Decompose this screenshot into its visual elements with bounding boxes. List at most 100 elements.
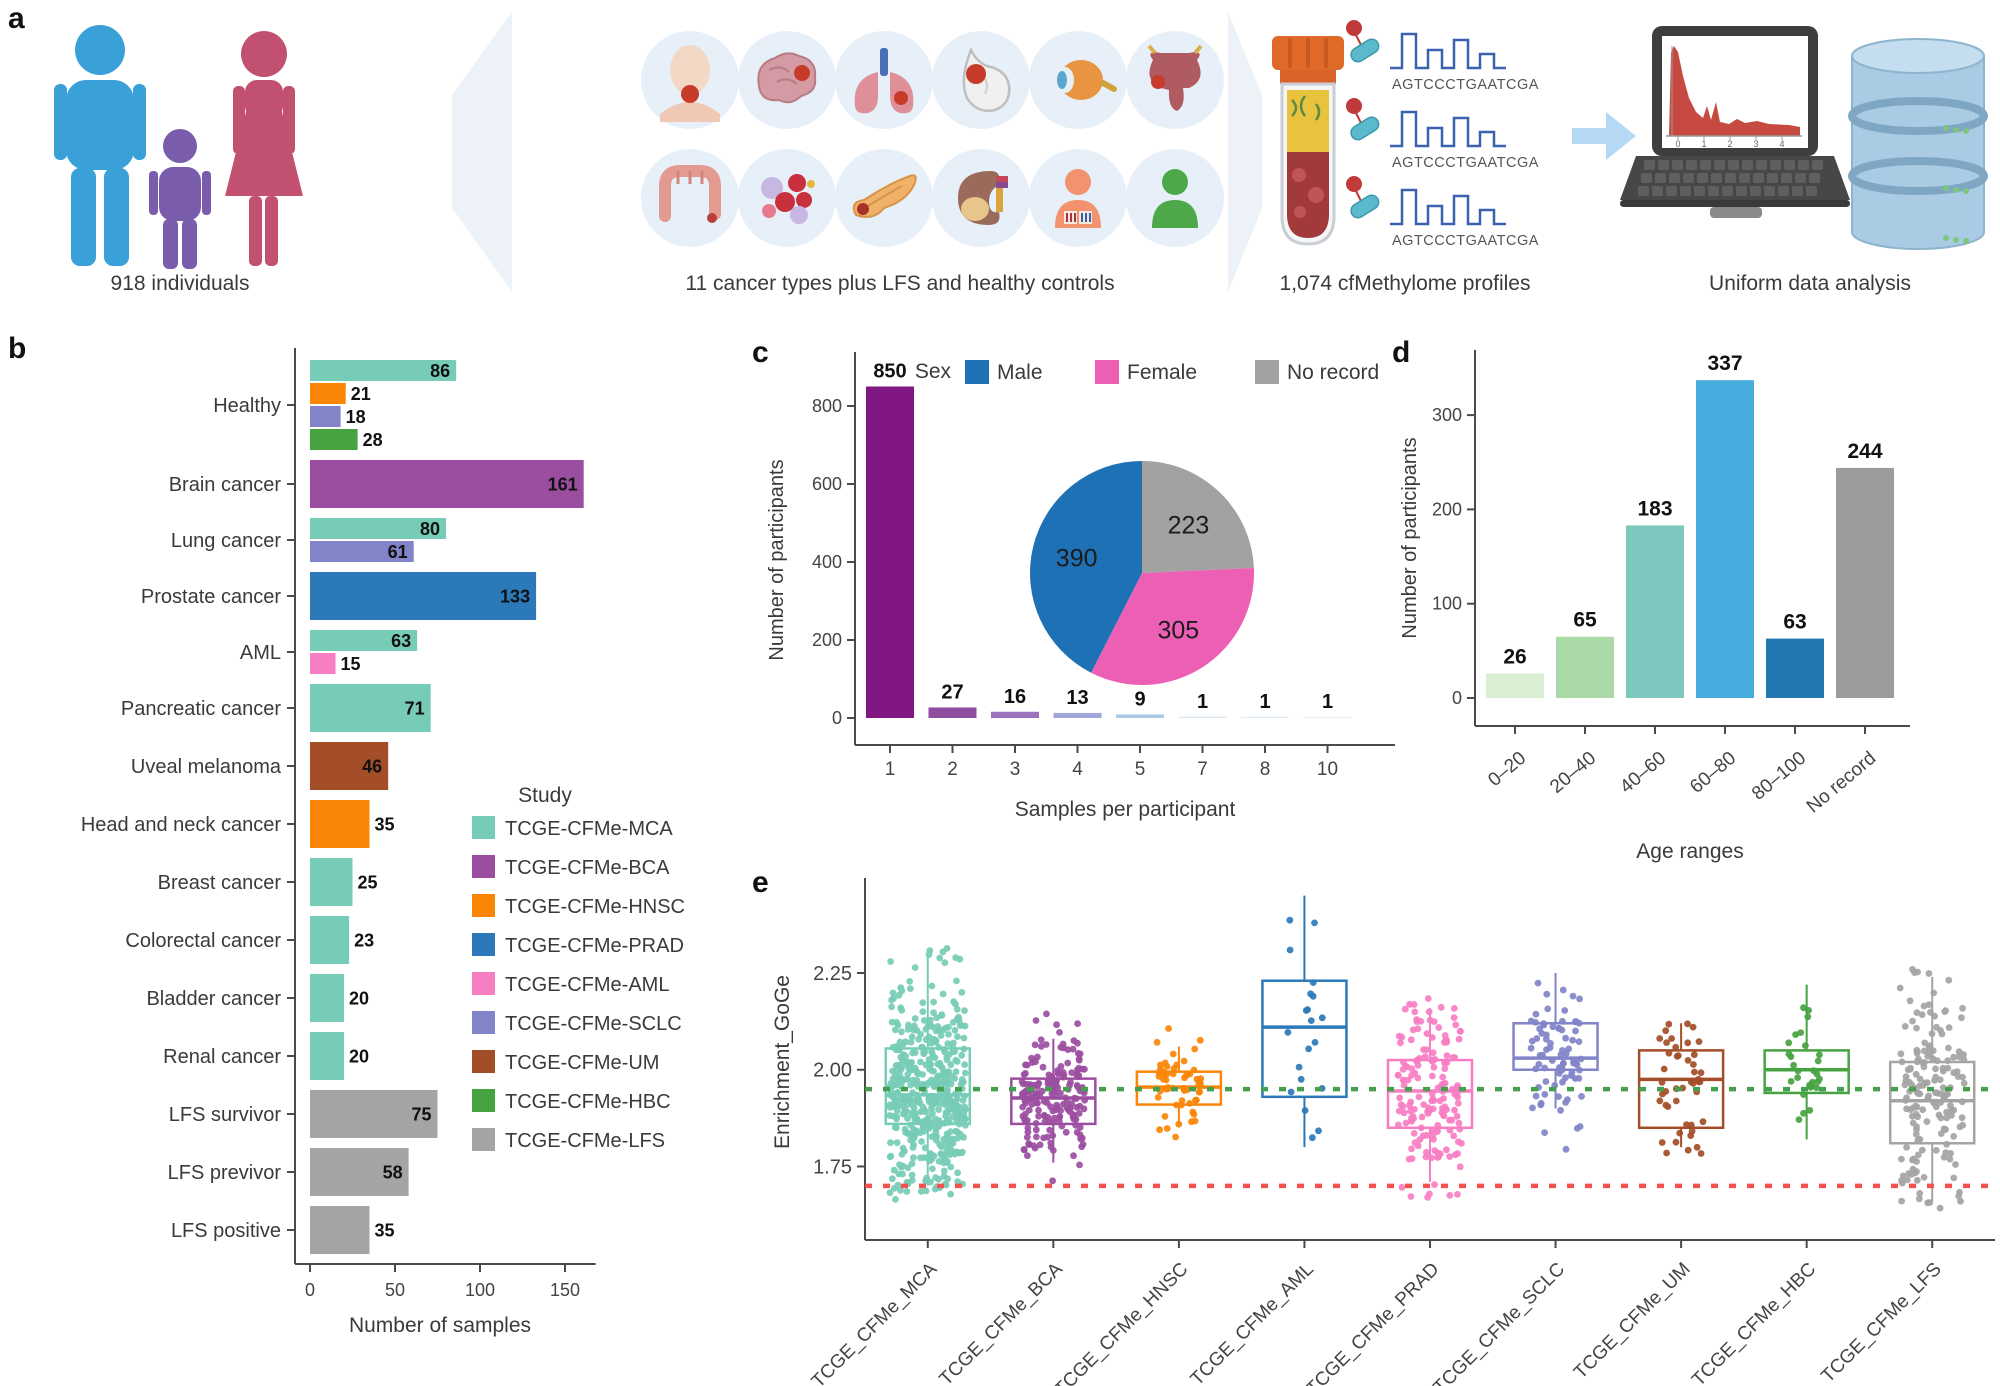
point bbox=[945, 1023, 952, 1031]
point bbox=[900, 1110, 907, 1118]
g-shape bbox=[757, 52, 817, 104]
point bbox=[1906, 1106, 1914, 1113]
brain-icon bbox=[738, 31, 836, 129]
funnel-right bbox=[1228, 12, 1262, 292]
point bbox=[1424, 1110, 1432, 1117]
point bbox=[931, 1054, 939, 1062]
point bbox=[1032, 1058, 1039, 1066]
point bbox=[887, 1152, 895, 1160]
point bbox=[1950, 1053, 1957, 1061]
g-shape bbox=[1147, 44, 1203, 111]
point bbox=[943, 1071, 950, 1079]
point bbox=[1295, 1063, 1303, 1071]
child-icon bbox=[149, 129, 211, 269]
legend-item-TCGE-CFMe-HNSC: TCGE-CFMe-HNSC bbox=[505, 896, 685, 918]
point bbox=[1075, 1064, 1083, 1072]
x-tick: TCGE_CFMe_BCA bbox=[936, 1258, 1068, 1386]
point bbox=[1438, 1080, 1446, 1088]
point bbox=[1955, 1192, 1963, 1200]
point bbox=[1423, 1131, 1431, 1139]
point bbox=[1947, 1102, 1954, 1110]
value-label: 75 bbox=[411, 1105, 431, 1125]
point bbox=[1416, 1136, 1424, 1143]
legend-item-TCGE-CFMe-BCA: TCGE-CFMe-BCA bbox=[505, 857, 670, 879]
bar-Healthy-TCGE-CFMe-HBC bbox=[310, 429, 358, 450]
rect-shape bbox=[1655, 173, 1666, 183]
point bbox=[959, 1097, 967, 1104]
point bbox=[1659, 1090, 1666, 1098]
text-shape: AGTCCCTGAATCGA bbox=[1392, 233, 1539, 249]
sex-pie-chart: 223 305 390 bbox=[1030, 461, 1254, 685]
category-label: Head and neck cancer bbox=[81, 814, 281, 836]
point bbox=[961, 1022, 969, 1030]
keyboard-keys bbox=[1638, 160, 1823, 196]
x-tick: TCGE_CFMe_UM bbox=[1570, 1259, 1695, 1384]
circle-shape bbox=[1126, 149, 1224, 247]
y-axis-title: Number of participants bbox=[1399, 437, 1421, 638]
point bbox=[1430, 1097, 1438, 1104]
point bbox=[1804, 1013, 1812, 1021]
point bbox=[1049, 1080, 1057, 1088]
point bbox=[1931, 1077, 1938, 1084]
text-shape: 5 bbox=[1135, 759, 1146, 780]
point bbox=[1948, 1112, 1955, 1119]
point bbox=[1046, 1126, 1054, 1134]
point bbox=[1691, 1068, 1698, 1076]
point bbox=[1070, 1152, 1077, 1160]
text-shape: 200 bbox=[1432, 499, 1462, 519]
ellipse-shape bbox=[1057, 71, 1067, 89]
point bbox=[1401, 1005, 1409, 1013]
panel-label-e: e bbox=[752, 866, 769, 899]
point bbox=[1906, 997, 1914, 1005]
point bbox=[1795, 1116, 1803, 1123]
category-label: Uveal melanoma bbox=[131, 756, 282, 778]
point bbox=[915, 1036, 922, 1043]
rect-shape bbox=[1722, 186, 1733, 196]
point bbox=[950, 1039, 957, 1047]
legend-swatch-TCGE-CFMe-MCA bbox=[472, 816, 495, 839]
point bbox=[1925, 970, 1933, 977]
point bbox=[1411, 1069, 1419, 1077]
point bbox=[1916, 1136, 1924, 1143]
legend-item-TCGE-CFMe-MCA: TCGE-CFMe-MCA bbox=[505, 818, 673, 840]
rect-shape bbox=[283, 86, 295, 154]
point bbox=[920, 1050, 928, 1058]
circle-shape bbox=[1953, 187, 1959, 193]
category-label: Pancreatic cancer bbox=[121, 698, 281, 720]
point bbox=[1032, 1017, 1040, 1024]
point bbox=[890, 994, 897, 1002]
pie-label-No record: 223 bbox=[1168, 511, 1210, 539]
point bbox=[949, 1135, 957, 1143]
point bbox=[888, 1175, 896, 1183]
point bbox=[1455, 1119, 1463, 1127]
legend-item-No record: No record bbox=[1287, 361, 1379, 384]
point bbox=[1785, 1039, 1793, 1047]
point bbox=[950, 998, 958, 1006]
box-TCGE_CFMe_LFS bbox=[1888, 976, 1976, 1202]
circle-shape bbox=[641, 149, 739, 247]
point bbox=[942, 1079, 950, 1087]
point bbox=[1937, 1130, 1945, 1137]
panel-label-d: d bbox=[1392, 336, 1411, 369]
circle-shape bbox=[1065, 169, 1091, 195]
point bbox=[941, 1098, 948, 1106]
value-label: 133 bbox=[500, 587, 530, 607]
point bbox=[911, 1015, 919, 1022]
x-tick: TCGE_CFMe_PRAD bbox=[1303, 1259, 1444, 1386]
rect-shape bbox=[1261, 979, 1348, 1099]
text-shape: 0 bbox=[1452, 688, 1462, 708]
point bbox=[1411, 1008, 1419, 1016]
x-tick: TCGE_CFMe_AML bbox=[1187, 1259, 1318, 1386]
value-label: 183 bbox=[1637, 497, 1672, 520]
point bbox=[1658, 1139, 1666, 1146]
value-label: 1 bbox=[1259, 691, 1270, 713]
rect-shape bbox=[1652, 186, 1663, 196]
point bbox=[1684, 1039, 1692, 1047]
circle-shape bbox=[1346, 98, 1362, 114]
point bbox=[1169, 1050, 1177, 1058]
rect-shape bbox=[104, 168, 129, 266]
point bbox=[888, 1018, 896, 1026]
path-shape bbox=[867, 185, 903, 207]
bar-AML-TCGE-CFMe-AML bbox=[310, 653, 336, 674]
value-label: 63 bbox=[1783, 611, 1806, 634]
